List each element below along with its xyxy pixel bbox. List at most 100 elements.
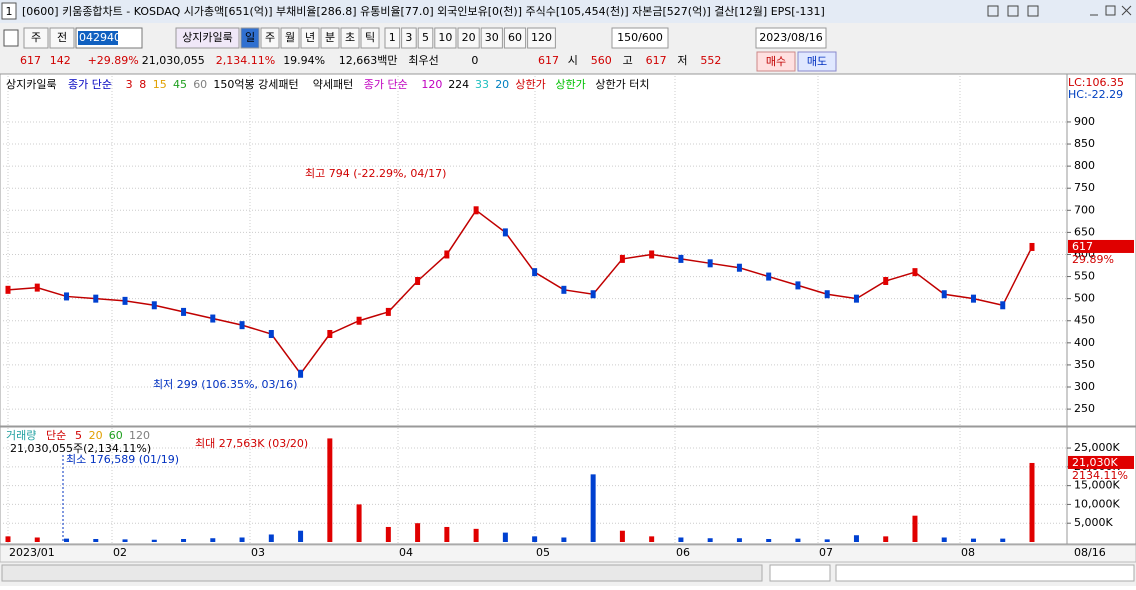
window-controls[interactable]: [987, 5, 1132, 17]
unit[interactable]: [434, 27, 457, 49]
unit-label[interactable]: 20: [462, 31, 476, 44]
date[interactable]: [755, 27, 827, 49]
unit[interactable]: [401, 27, 417, 49]
unit[interactable]: [457, 27, 480, 49]
y-tick-label: 550: [1074, 270, 1095, 283]
unit[interactable]: [384, 27, 401, 49]
interval[interactable]: [240, 27, 260, 49]
interval-label[interactable]: 년: [305, 31, 315, 44]
bar-count[interactable]: [611, 27, 669, 49]
close[interactable]: [1121, 5, 1132, 16]
stock-name-label[interactable]: 상지카일룩: [182, 30, 233, 44]
legend-item: 단순: [46, 429, 66, 442]
unit-label[interactable]: 120: [531, 31, 552, 44]
legend-item: 상지카일룩: [6, 77, 57, 91]
control[interactable]: [1027, 5, 1039, 17]
volume-bar: [181, 538, 187, 542]
stock-name[interactable]: [175, 27, 240, 49]
unit[interactable]: [527, 27, 556, 49]
interval[interactable]: [340, 27, 360, 49]
y-tick-label: 900: [1074, 115, 1095, 128]
info-item: 142: [50, 54, 71, 67]
volume-bar: [707, 538, 713, 542]
nav-buttons[interactable]: [769, 564, 831, 582]
high-annotation: 최고 794 (-22.29%, 04/17): [305, 167, 446, 180]
candle: [853, 294, 859, 303]
volume-max: 최대 27,563K (03/20): [195, 437, 308, 450]
unit-label[interactable]: 3: [405, 31, 412, 44]
interval-label[interactable]: 분: [325, 31, 335, 44]
buy-button[interactable]: [756, 51, 796, 72]
date-label[interactable]: 2023/08/16: [759, 31, 822, 44]
last-rate: 29.89%: [1072, 253, 1114, 266]
volume-bar: [532, 536, 538, 542]
unit-label[interactable]: 5: [422, 31, 429, 44]
code-highlight: [78, 31, 118, 45]
sell-button[interactable]: [797, 51, 837, 72]
volume-total: 21,030,055주(2,134.11%): [10, 442, 151, 455]
y-tick-label: 300: [1074, 380, 1095, 393]
volume-bar: [766, 538, 772, 542]
interval[interactable]: [260, 27, 280, 49]
sell-label[interactable]: 매도: [807, 55, 827, 68]
bar-count-label[interactable]: 150/600: [617, 31, 663, 44]
volume-bar: [64, 538, 70, 542]
candle: [502, 228, 508, 237]
candle: [151, 301, 157, 310]
volume-bar: [327, 438, 333, 542]
volume-bar: [853, 535, 859, 542]
code[interactable]: 042940: [79, 31, 121, 44]
candle: [824, 290, 830, 299]
volume-bar: [122, 539, 128, 542]
candle: [736, 263, 742, 272]
y-tick-label: 850: [1074, 137, 1095, 150]
buy-label[interactable]: 매수: [766, 55, 786, 68]
candle: [268, 329, 274, 338]
window-icon: [1, 2, 17, 20]
unit-label[interactable]: 1: [389, 31, 396, 44]
unit[interactable]: [480, 27, 503, 49]
interval[interactable]: [360, 27, 380, 49]
period[interactable]: [23, 27, 49, 49]
candle: [356, 316, 362, 325]
control[interactable]: [987, 5, 999, 17]
scope-label[interactable]: 전: [57, 31, 67, 44]
unit-label[interactable]: 30: [485, 31, 499, 44]
info-item: 19.94%: [283, 54, 325, 67]
unit[interactable]: [417, 27, 434, 49]
volume-bar: [1000, 538, 1006, 542]
volume-axis: [1066, 426, 1136, 545]
volume-bar: [1029, 462, 1035, 542]
interval[interactable]: [280, 27, 300, 49]
interval[interactable]: [320, 27, 340, 49]
y-tick-label: 650: [1074, 225, 1095, 238]
y-tick-label: 500: [1074, 292, 1095, 305]
volume-bar: [649, 536, 655, 542]
unit-label[interactable]: 10: [438, 31, 452, 44]
interval-label[interactable]: 월: [285, 31, 295, 44]
candle: [93, 294, 99, 303]
interval-label[interactable]: 초: [345, 31, 355, 44]
interval-label[interactable]: 틱: [365, 31, 375, 44]
candle: [912, 268, 918, 277]
scope[interactable]: [49, 27, 75, 49]
candle: [532, 268, 538, 277]
y-tick-label: 15,000K: [1074, 479, 1120, 492]
scrollbar[interactable]: [1, 564, 763, 582]
unit-label[interactable]: 60: [508, 31, 522, 44]
interval-label[interactable]: 일: [245, 30, 255, 44]
volume-bar: [824, 539, 830, 542]
control[interactable]: [1007, 5, 1019, 17]
candle: [444, 250, 450, 259]
maximize[interactable]: [1105, 5, 1116, 16]
period-label[interactable]: 주: [31, 31, 41, 44]
legend-item: 약세패턴: [313, 77, 353, 91]
volume-bar: [883, 536, 889, 542]
volume-bar: [5, 536, 11, 542]
interval[interactable]: [300, 27, 320, 49]
unit[interactable]: [503, 27, 527, 49]
tool-buttons[interactable]: [835, 564, 1135, 582]
candle: [122, 296, 128, 305]
interval-label[interactable]: 주: [265, 31, 275, 44]
